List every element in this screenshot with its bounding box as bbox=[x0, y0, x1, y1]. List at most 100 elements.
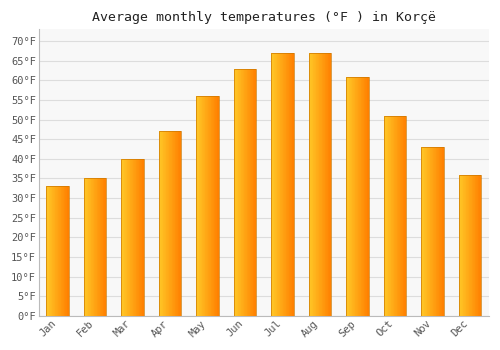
Bar bbox=[272, 53, 294, 316]
Bar bbox=[272, 53, 273, 316]
Bar bbox=[234, 69, 236, 316]
Bar bbox=[348, 77, 350, 316]
Bar bbox=[249, 69, 250, 316]
Bar bbox=[347, 77, 348, 316]
Bar bbox=[57, 186, 58, 316]
Bar bbox=[398, 116, 399, 316]
Bar bbox=[102, 178, 104, 316]
Bar bbox=[350, 77, 351, 316]
Bar bbox=[435, 147, 436, 316]
Bar bbox=[288, 53, 290, 316]
Bar bbox=[171, 132, 172, 316]
Bar bbox=[196, 96, 219, 316]
Bar bbox=[95, 178, 96, 316]
Bar bbox=[472, 175, 473, 316]
Bar bbox=[125, 159, 126, 316]
Bar bbox=[105, 178, 106, 316]
Bar bbox=[358, 77, 359, 316]
Bar bbox=[197, 96, 198, 316]
Bar bbox=[291, 53, 292, 316]
Bar bbox=[442, 147, 443, 316]
Bar bbox=[321, 53, 322, 316]
Bar bbox=[359, 77, 360, 316]
Bar bbox=[354, 77, 356, 316]
Bar bbox=[384, 116, 406, 316]
Bar bbox=[89, 178, 90, 316]
Bar bbox=[48, 186, 50, 316]
Bar bbox=[134, 159, 135, 316]
Bar bbox=[213, 96, 214, 316]
Bar bbox=[274, 53, 275, 316]
Bar bbox=[312, 53, 314, 316]
Bar bbox=[330, 53, 332, 316]
Bar bbox=[400, 116, 401, 316]
Bar bbox=[64, 186, 65, 316]
Bar bbox=[459, 175, 481, 316]
Bar bbox=[357, 77, 358, 316]
Bar bbox=[461, 175, 462, 316]
Bar bbox=[204, 96, 206, 316]
Bar bbox=[243, 69, 244, 316]
Bar bbox=[94, 178, 95, 316]
Bar bbox=[316, 53, 317, 316]
Bar bbox=[209, 96, 210, 316]
Bar bbox=[368, 77, 369, 316]
Bar bbox=[52, 186, 53, 316]
Bar bbox=[402, 116, 404, 316]
Bar bbox=[167, 132, 168, 316]
Bar bbox=[54, 186, 56, 316]
Bar bbox=[86, 178, 87, 316]
Bar bbox=[389, 116, 390, 316]
Bar bbox=[237, 69, 238, 316]
Bar bbox=[126, 159, 128, 316]
Bar bbox=[176, 132, 177, 316]
Bar bbox=[98, 178, 99, 316]
Bar bbox=[327, 53, 328, 316]
Bar bbox=[468, 175, 469, 316]
Bar bbox=[392, 116, 393, 316]
Bar bbox=[101, 178, 102, 316]
Bar bbox=[436, 147, 437, 316]
Bar bbox=[393, 116, 394, 316]
Bar bbox=[143, 159, 144, 316]
Bar bbox=[323, 53, 324, 316]
Bar bbox=[360, 77, 362, 316]
Bar bbox=[212, 96, 213, 316]
Bar bbox=[467, 175, 468, 316]
Bar bbox=[474, 175, 476, 316]
Bar bbox=[159, 132, 160, 316]
Bar bbox=[438, 147, 440, 316]
Bar bbox=[132, 159, 134, 316]
Bar bbox=[346, 77, 369, 316]
Bar bbox=[310, 53, 311, 316]
Bar bbox=[240, 69, 242, 316]
Bar bbox=[122, 159, 144, 316]
Bar bbox=[245, 69, 246, 316]
Bar bbox=[276, 53, 278, 316]
Bar bbox=[236, 69, 237, 316]
Bar bbox=[314, 53, 315, 316]
Bar bbox=[318, 53, 320, 316]
Bar bbox=[179, 132, 180, 316]
Bar bbox=[123, 159, 124, 316]
Bar bbox=[68, 186, 69, 316]
Bar bbox=[255, 69, 256, 316]
Bar bbox=[138, 159, 140, 316]
Bar bbox=[309, 53, 310, 316]
Bar bbox=[244, 69, 245, 316]
Bar bbox=[384, 116, 386, 316]
Bar bbox=[424, 147, 425, 316]
Bar bbox=[437, 147, 438, 316]
Bar bbox=[207, 96, 208, 316]
Bar bbox=[429, 147, 430, 316]
Bar bbox=[53, 186, 54, 316]
Bar bbox=[47, 186, 48, 316]
Bar bbox=[320, 53, 321, 316]
Bar bbox=[443, 147, 444, 316]
Bar bbox=[317, 53, 318, 316]
Bar bbox=[104, 178, 105, 316]
Bar bbox=[162, 132, 164, 316]
Bar bbox=[346, 77, 347, 316]
Bar bbox=[96, 178, 98, 316]
Bar bbox=[478, 175, 479, 316]
